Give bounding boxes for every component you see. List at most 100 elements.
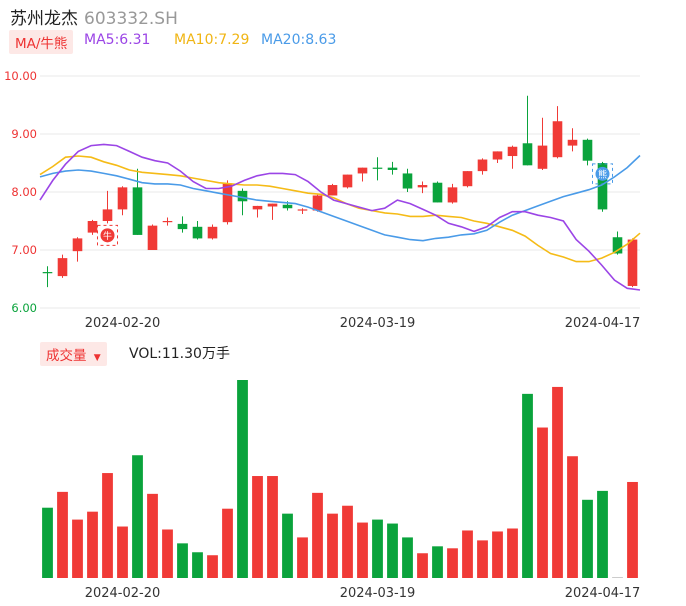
candle-body <box>282 204 293 209</box>
date-tick-label: 2024-03-19 <box>340 586 416 601</box>
candle-body <box>417 185 428 188</box>
volume-bar <box>477 540 488 578</box>
date-tick-label: 2024-04-17 <box>565 586 641 601</box>
candle-body <box>537 145 548 169</box>
volume-bar <box>522 393 533 578</box>
stock-code: 603332.SH <box>84 9 178 29</box>
volume-bar <box>177 543 188 578</box>
volume-bar <box>147 493 158 578</box>
volume-bar <box>492 531 503 578</box>
candle-body <box>72 238 83 252</box>
volume-bar <box>162 529 173 578</box>
marker-badge <box>100 228 115 243</box>
candle-body <box>357 167 368 174</box>
stock-name: 苏州龙杰 <box>10 9 78 29</box>
volume-bar <box>387 523 398 578</box>
candle-body <box>132 187 143 235</box>
price-tick-label: 7.00 <box>11 243 37 257</box>
candle-body <box>447 187 458 203</box>
volume-bar <box>207 555 218 578</box>
volume-bar <box>117 526 128 578</box>
marker-label: 牛 <box>103 230 112 242</box>
volume-bar <box>357 522 368 578</box>
volume-bar <box>402 537 413 578</box>
volume-bar <box>447 548 458 578</box>
marker-label: 熊 <box>598 168 607 180</box>
candle-body <box>252 205 263 210</box>
candle-body <box>582 139 593 161</box>
candle-body <box>477 159 488 172</box>
price-tick-label: 10.00 <box>4 69 37 83</box>
volume-bar <box>327 513 338 578</box>
date-tick-label: 2024-04-17 <box>565 316 641 331</box>
candle-body <box>42 272 53 274</box>
volume-tag-label: 成交量 <box>46 348 87 364</box>
candle-body <box>297 209 308 211</box>
volume-bar <box>282 513 293 578</box>
volume-bar <box>342 505 353 578</box>
volume-bar <box>567 456 578 578</box>
candle-body <box>402 173 413 189</box>
candle-body <box>432 182 443 203</box>
volume-bar <box>582 499 593 578</box>
price-tick-label: 9.00 <box>11 127 37 141</box>
volume-bar <box>222 508 233 578</box>
candle-body <box>342 174 353 188</box>
ma10-line <box>39 155 641 263</box>
candle-body <box>492 151 503 160</box>
stock-title: 苏州龙杰 603332.SH <box>10 4 178 29</box>
ma10-legend: MA10:7.29 <box>174 32 250 48</box>
volume-bar <box>102 473 113 578</box>
caret-down-icon: ▼ <box>93 353 101 363</box>
candle-body <box>57 258 68 277</box>
volume-bar <box>297 537 308 578</box>
volume-bar <box>132 455 143 578</box>
ma-indicator-tag[interactable]: MA/牛熊 <box>9 30 74 54</box>
volume-bar <box>192 552 203 578</box>
volume-bar <box>537 427 548 578</box>
marker-frame <box>97 224 118 246</box>
volume-bar <box>72 519 83 578</box>
candle-body <box>177 223 188 230</box>
candle-body <box>267 203 278 207</box>
volume-bar <box>372 519 383 578</box>
candle-body <box>162 221 173 223</box>
ma5-line <box>39 143 641 291</box>
candle-body <box>372 167 383 169</box>
candle-body <box>507 146 518 157</box>
volume-bar <box>417 553 428 578</box>
volume-bar <box>267 476 278 578</box>
candle-body <box>147 225 158 250</box>
marker-badge <box>595 166 610 181</box>
candle-body <box>222 183 233 223</box>
ma5-legend: MA5:6.31 <box>84 32 151 48</box>
volume-bar <box>627 481 638 578</box>
date-tick-label: 2024-03-19 <box>340 316 416 331</box>
candle-body <box>522 143 533 166</box>
volume-bar <box>42 507 53 578</box>
ma20-legend: MA20:8.63 <box>261 32 337 48</box>
volume-bar <box>87 511 98 578</box>
volume-bar <box>462 530 473 578</box>
volume-indicator-tag[interactable]: 成交量 ▼ <box>40 342 107 366</box>
candle-body <box>192 226 203 239</box>
date-tick-label: 2024-02-20 <box>85 586 161 601</box>
volume-bar <box>432 546 443 578</box>
volume-bar <box>312 492 323 578</box>
volume-bar <box>612 577 623 578</box>
marker-frame <box>592 163 613 185</box>
volume-bar <box>237 380 248 578</box>
candle-body <box>612 237 623 254</box>
price-tick-label: 8.00 <box>11 185 37 199</box>
candle-body <box>102 209 113 221</box>
price-tick-label: 6.00 <box>11 301 37 315</box>
volume-bar <box>57 491 68 578</box>
candle-body <box>237 190 248 202</box>
date-tick-label: 2024-02-20 <box>85 316 161 331</box>
ma20-line <box>39 154 641 242</box>
candle-body <box>117 187 128 210</box>
candle-body <box>327 185 338 196</box>
candle-body <box>312 195 323 211</box>
candle-body <box>87 221 98 233</box>
